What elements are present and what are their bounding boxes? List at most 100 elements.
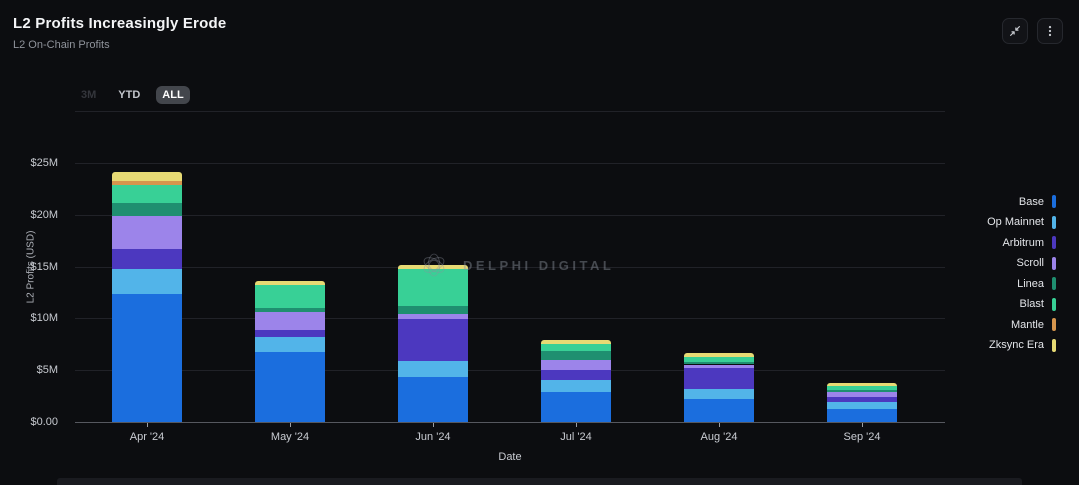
legend-item-arbitrum[interactable]: Arbitrum bbox=[987, 236, 1056, 249]
legend-item-op-mainnet[interactable]: Op Mainnet bbox=[987, 215, 1056, 229]
kebab-menu-icon bbox=[1048, 25, 1052, 37]
bar-segment-op-mainnet[interactable] bbox=[398, 361, 468, 378]
bar-segment-zksync-era[interactable] bbox=[827, 382, 897, 386]
gridline bbox=[75, 266, 945, 268]
legend-item-blast[interactable]: Blast bbox=[987, 297, 1056, 311]
legend-swatch-icon bbox=[1052, 215, 1056, 229]
legend-swatch-icon bbox=[1052, 195, 1056, 208]
bar-segment-base[interactable] bbox=[541, 391, 611, 422]
bar-segment-scroll[interactable] bbox=[684, 364, 754, 369]
bar-segment-base[interactable] bbox=[255, 351, 325, 422]
bar-segment-arbitrum[interactable] bbox=[398, 318, 468, 362]
gridline bbox=[75, 370, 945, 372]
bar-segment-mantle[interactable] bbox=[112, 180, 182, 185]
x-axis-label: Aug '24 bbox=[700, 431, 738, 443]
gridline bbox=[75, 318, 945, 320]
bar-segment-scroll[interactable] bbox=[541, 359, 611, 371]
bar-segment-blast[interactable] bbox=[255, 285, 325, 309]
bar-segment-arbitrum[interactable] bbox=[684, 368, 754, 389]
y-tick-label: $5M bbox=[36, 364, 58, 377]
x-axis-line bbox=[75, 422, 945, 423]
x-axis-label: May '24 bbox=[270, 431, 310, 443]
legend-item-zksync-era[interactable]: Zksync Era bbox=[987, 338, 1056, 352]
y-tick-label: $15M bbox=[30, 260, 58, 273]
bar-segment-linea[interactable] bbox=[827, 389, 897, 393]
legend-item-mantle[interactable]: Mantle bbox=[987, 318, 1056, 331]
bar-segment-op-mainnet[interactable] bbox=[112, 268, 182, 294]
bar-segment-base[interactable] bbox=[684, 399, 754, 422]
time-range-selector: 3M YTD ALL bbox=[75, 86, 190, 104]
legend-swatch-icon bbox=[1052, 338, 1056, 352]
watermark-text: DELPHI DIGITAL bbox=[463, 257, 615, 273]
page-title: L2 Profits Increasingly Erode bbox=[13, 15, 227, 32]
collapse-button[interactable] bbox=[1002, 18, 1028, 44]
legend-swatch-icon bbox=[1052, 297, 1056, 311]
x-axis-title: Date bbox=[498, 451, 522, 463]
gridline bbox=[75, 111, 945, 113]
gridline bbox=[75, 163, 945, 164]
chart-legend: Base Op Mainnet Arbitrum Scroll Linea Blast Ma… bbox=[987, 195, 1056, 359]
legend-label: Scroll bbox=[1016, 257, 1044, 269]
x-axis-label: Jun '24 bbox=[415, 431, 451, 443]
bar-segment-base[interactable] bbox=[827, 408, 897, 422]
bar-segment-blast[interactable] bbox=[827, 385, 897, 390]
legend-item-base[interactable]: Base bbox=[987, 195, 1056, 208]
range-button-3m[interactable]: 3M bbox=[81, 89, 97, 101]
bar-segment-linea[interactable] bbox=[255, 308, 325, 313]
legend-swatch-icon bbox=[1052, 256, 1056, 270]
bar-segment-blast[interactable] bbox=[398, 268, 468, 307]
bar-segment-arbitrum[interactable] bbox=[112, 248, 182, 269]
legend-item-scroll[interactable]: Scroll bbox=[987, 256, 1056, 270]
window-controls bbox=[1002, 18, 1063, 44]
bar-segment-blast[interactable] bbox=[541, 344, 611, 352]
legend-swatch-icon bbox=[1052, 277, 1056, 290]
x-axis-tick bbox=[576, 423, 577, 427]
x-axis-tick bbox=[433, 423, 434, 427]
y-tick-label: $25M bbox=[30, 157, 58, 169]
bar-segment-zksync-era[interactable] bbox=[255, 280, 325, 286]
bar-segment-linea[interactable] bbox=[398, 306, 468, 315]
bar-segment-scroll[interactable] bbox=[255, 312, 325, 330]
bar-segment-arbitrum[interactable] bbox=[541, 370, 611, 380]
bar-segment-scroll[interactable] bbox=[112, 215, 182, 249]
range-button-all[interactable]: ALL bbox=[156, 86, 190, 104]
bar-segment-blast[interactable] bbox=[684, 357, 754, 363]
bar-segment-base[interactable] bbox=[398, 377, 468, 422]
y-tick-label: $20M bbox=[30, 208, 58, 221]
x-axis-tick bbox=[862, 423, 863, 427]
bar-segment-linea[interactable] bbox=[684, 362, 754, 365]
bar-segment-zksync-era[interactable] bbox=[112, 172, 182, 181]
x-axis-tick bbox=[147, 423, 148, 427]
legend-label: Mantle bbox=[1010, 318, 1044, 331]
bar-segment-op-mainnet[interactable] bbox=[684, 388, 754, 400]
legend-item-linea[interactable]: Linea bbox=[987, 277, 1056, 290]
legend-label: Arbitrum bbox=[1002, 236, 1044, 249]
x-axis-label: Sep '24 bbox=[843, 431, 881, 443]
legend-label: Op Mainnet bbox=[987, 216, 1044, 228]
bar-segment-linea[interactable] bbox=[541, 351, 611, 360]
x-axis-tick bbox=[290, 423, 291, 427]
bar-segment-zksync-era[interactable] bbox=[541, 340, 611, 345]
bar-segment-op-mainnet[interactable] bbox=[827, 401, 897, 409]
range-button-ytd[interactable]: YTD bbox=[118, 89, 141, 101]
bar-segment-op-mainnet[interactable] bbox=[255, 336, 325, 352]
bar-segment-scroll[interactable] bbox=[398, 314, 468, 319]
bar-segment-zksync-era[interactable] bbox=[684, 352, 754, 358]
bar-segment-linea[interactable] bbox=[112, 203, 182, 216]
bar-segment-op-mainnet[interactable] bbox=[541, 379, 611, 392]
bar-segment-zksync-era[interactable] bbox=[398, 264, 468, 269]
menu-button[interactable] bbox=[1037, 18, 1063, 44]
bar-segment-base[interactable] bbox=[112, 293, 182, 422]
bar-segment-arbitrum[interactable] bbox=[255, 329, 325, 337]
bar-segment-scroll[interactable] bbox=[827, 392, 897, 397]
chart-subtitle: L2 On-Chain Profits bbox=[13, 39, 110, 51]
legend-swatch-icon bbox=[1052, 318, 1056, 331]
x-axis-label: Jul '24 bbox=[560, 431, 592, 443]
bar-segment-blast[interactable] bbox=[112, 184, 182, 204]
next-panel-edge bbox=[57, 478, 1022, 485]
y-tick-label: $0.00 bbox=[30, 416, 58, 428]
legend-label: Blast bbox=[1019, 298, 1044, 310]
legend-label: Base bbox=[1018, 195, 1044, 208]
x-axis-tick bbox=[719, 423, 720, 427]
bar-segment-arbitrum[interactable] bbox=[827, 396, 897, 402]
